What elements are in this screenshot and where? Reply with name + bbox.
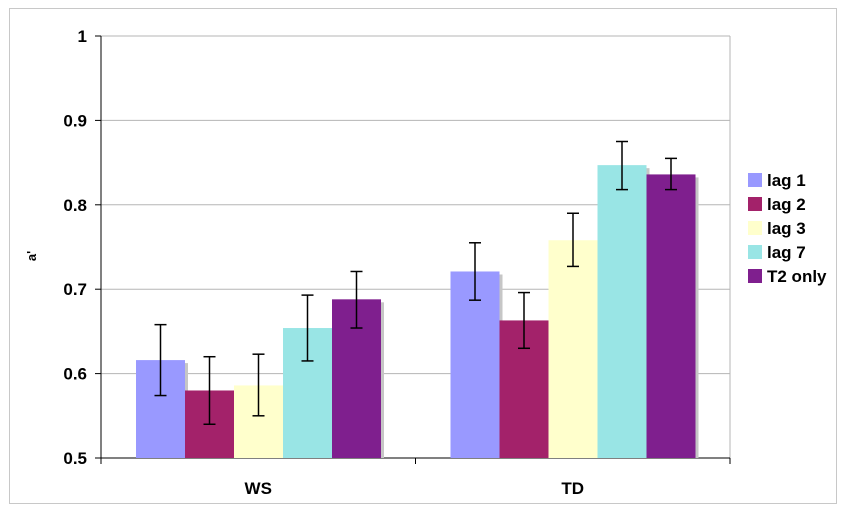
y-axis-title: a'	[24, 251, 39, 261]
y-tick-label: 0.5	[63, 449, 87, 468]
legend-swatch	[748, 221, 762, 235]
chart-frame	[9, 8, 837, 504]
y-tick-label: 1	[78, 27, 87, 46]
y-tick-label: 0.9	[63, 111, 87, 130]
x-category-label: TD	[561, 479, 584, 498]
legend-label: T2 only	[767, 267, 827, 286]
legend-label: lag 2	[767, 195, 806, 214]
legend-label: lag 7	[767, 243, 806, 262]
bar-lag-7-td	[597, 165, 647, 458]
bar-t2-only-td	[646, 174, 696, 458]
bar-lag-3-td	[548, 240, 598, 458]
x-category-label: WS	[245, 479, 272, 498]
legend-label: lag 3	[767, 219, 806, 238]
bars	[136, 165, 699, 458]
y-tick-label: 0.8	[63, 196, 87, 215]
legend-swatch	[748, 173, 762, 187]
legend-label: lag 1	[767, 171, 806, 190]
legend-swatch	[748, 269, 762, 283]
legend: lag 1 lag 2 lag 3 lag 7 T2 only	[748, 171, 827, 286]
bar-lag-1-td	[450, 271, 500, 458]
axis-labels: 0.5 0.6 0.7 0.8 0.9 1 WS TD	[63, 27, 584, 498]
y-tick-label: 0.7	[63, 280, 87, 299]
y-tick-label: 0.6	[63, 365, 87, 384]
legend-swatch	[748, 197, 762, 211]
error-bars	[154, 140, 677, 425]
legend-swatch	[748, 245, 762, 259]
